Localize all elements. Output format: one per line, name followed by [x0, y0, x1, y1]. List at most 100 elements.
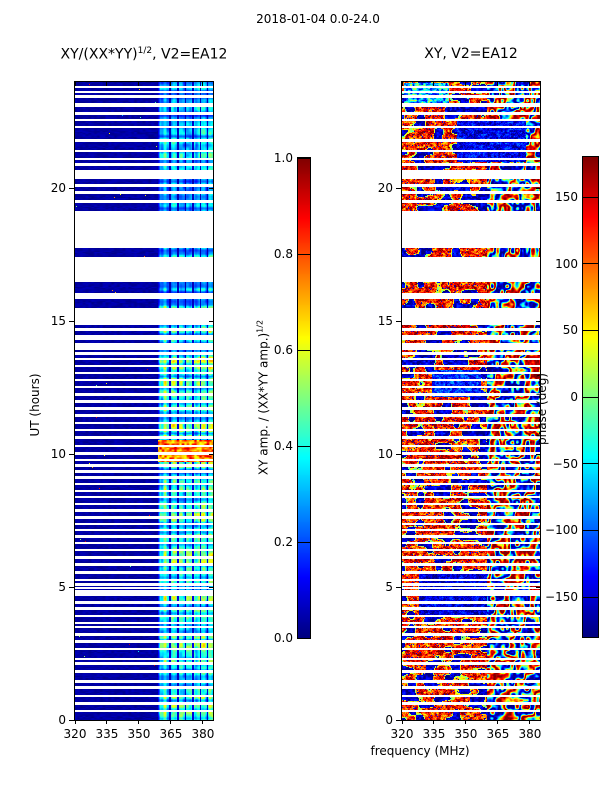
y-tick-label: 15 — [50, 314, 66, 329]
x-tick-mark — [401, 720, 403, 724]
x-tick-mark — [138, 720, 140, 724]
y-tick-mark — [69, 187, 74, 189]
y-tick-mark — [396, 187, 401, 189]
amp-title-sup: 1/2 — [137, 46, 153, 56]
phase-colorbar-tick-label: 100 — [555, 256, 578, 271]
phase-panel — [401, 81, 541, 721]
y-tick-label: 10 — [377, 447, 393, 462]
y-tick-mark — [69, 453, 74, 455]
y-tick-mark — [536, 187, 540, 189]
x-tick-mark — [106, 82, 108, 86]
y-tick-mark — [209, 719, 213, 721]
amp-colorbar-tick — [297, 157, 311, 159]
x-tick-mark — [74, 82, 76, 86]
phase-colorbar-tick — [582, 529, 599, 531]
y-tick-mark — [209, 453, 213, 455]
amp-colorbar-tick — [297, 349, 311, 351]
phase-heatmap-canvas — [402, 82, 540, 720]
x-tick-label: 380 — [191, 727, 215, 741]
y-tick-label: 20 — [377, 181, 393, 196]
amp-colorbar-tick-label: 0.6 — [273, 343, 293, 357]
x-tick-label: 350 — [127, 727, 151, 741]
amp-colorbar — [297, 157, 311, 639]
phase-colorbar-tick — [582, 196, 599, 198]
phase-colorbar-tick-label: 50 — [562, 323, 578, 338]
amp-colorbar-tick — [297, 253, 311, 255]
phase-colorbar-tick — [582, 263, 599, 265]
amp-panel-title: XY/(XX*YY)1/2, V2=EA12 — [4, 46, 284, 63]
y-tick-mark — [209, 586, 213, 588]
y-tick-mark — [69, 586, 74, 588]
x-tick-label: 335 — [422, 727, 446, 741]
y-tick-label: 0 — [58, 713, 66, 727]
amp-colorbar-tick-label: 0.8 — [273, 247, 293, 261]
y-tick-label: 0 — [385, 713, 393, 727]
y-tick-mark — [209, 320, 213, 322]
figure-title: 2018-01-04 0.0-24.0 — [256, 12, 380, 26]
y-tick-mark — [396, 320, 401, 322]
y-tick-label: 5 — [58, 580, 66, 595]
amp-colorbar-tick — [297, 541, 311, 543]
x-tick-mark — [497, 82, 499, 86]
y-tick-mark — [69, 719, 74, 721]
amp-colorbar-label: XY amp. / (XX*YY amp.)1/2 — [255, 319, 271, 476]
frequency-axis-label: frequency (MHz) — [370, 744, 470, 758]
x-tick-label: 335 — [95, 727, 119, 741]
y-tick-mark — [396, 453, 401, 455]
amp-heatmap-canvas — [75, 82, 213, 720]
y-tick-mark — [536, 453, 540, 455]
phase-colorbar-tick-label: 0 — [570, 390, 578, 404]
amp-colorbar-canvas — [298, 158, 310, 638]
x-tick-mark — [170, 82, 172, 86]
x-tick-label: 350 — [454, 727, 478, 741]
x-tick-mark — [74, 720, 76, 724]
phase-colorbar-tick-label: −50 — [552, 456, 578, 471]
x-tick-mark — [529, 720, 531, 724]
y-tick-mark — [536, 719, 540, 721]
amp-colorbar-tick-label: 0.4 — [273, 439, 293, 453]
phase-colorbar-tick — [582, 463, 599, 465]
phase-panel-title: XY, V2=EA12 — [424, 46, 518, 62]
phase-colorbar-tick — [582, 396, 599, 398]
y-tick-mark — [396, 719, 401, 721]
ut-axis-label: UT (hours) — [28, 373, 42, 437]
amp-colorbar-tick — [297, 637, 311, 639]
y-tick-label: 5 — [385, 580, 393, 595]
x-tick-mark — [529, 82, 531, 86]
phase-colorbar-tick-label: 150 — [555, 190, 578, 204]
y-tick-mark — [69, 320, 74, 322]
x-tick-label: 365 — [159, 727, 183, 741]
amp-colorbar-tick-label: 1.0 — [273, 151, 293, 165]
x-tick-mark — [433, 720, 435, 724]
y-tick-label: 15 — [377, 314, 393, 329]
phase-colorbar-tick — [582, 596, 599, 598]
phase-colorbar-tick-label: −100 — [545, 523, 578, 538]
x-tick-mark — [202, 720, 204, 724]
y-tick-mark — [536, 586, 540, 588]
amp-colorbar-tick-label: 0.2 — [273, 535, 293, 549]
y-tick-mark — [536, 320, 540, 322]
x-tick-mark — [202, 82, 204, 86]
amp-panel — [74, 81, 214, 721]
amp-colorbar-tick-label: 0.0 — [273, 631, 293, 645]
amp-colorbar-tick — [297, 445, 311, 447]
x-tick-mark — [170, 720, 172, 724]
x-tick-label: 380 — [518, 727, 542, 741]
amp-title-post: , V2=EA12 — [152, 46, 228, 63]
x-tick-label: 365 — [486, 727, 510, 741]
phase-colorbar-label: phase (deg) — [535, 373, 549, 446]
x-tick-label: 320 — [63, 727, 87, 741]
x-tick-mark — [465, 82, 467, 86]
amp-title-pre: XY/(XX*YY) — [60, 46, 138, 63]
x-tick-mark — [433, 82, 435, 86]
y-tick-mark — [396, 586, 401, 588]
y-tick-label: 20 — [50, 181, 66, 196]
x-tick-mark — [465, 720, 467, 724]
y-tick-label: 10 — [50, 447, 66, 462]
x-tick-mark — [138, 82, 140, 86]
phase-colorbar-tick — [582, 329, 599, 331]
x-tick-mark — [497, 720, 499, 724]
phase-colorbar-tick-label: −150 — [545, 590, 578, 604]
x-tick-mark — [401, 82, 403, 86]
